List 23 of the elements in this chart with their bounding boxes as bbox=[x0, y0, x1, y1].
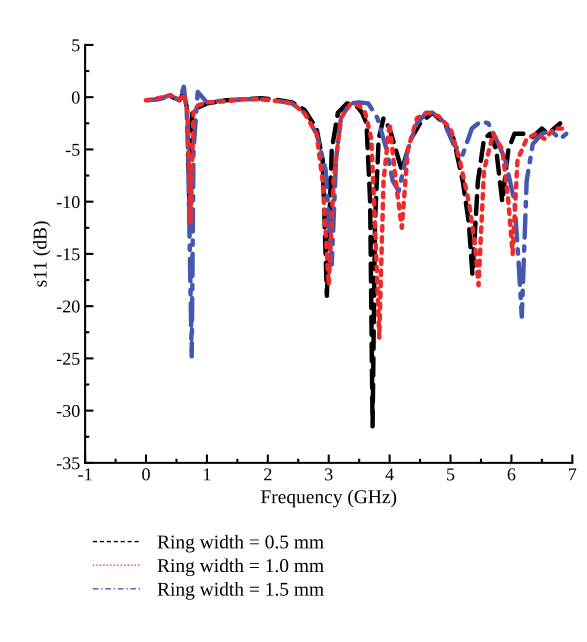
legend-label: Ring width = 0.5 mm bbox=[158, 534, 324, 553]
x-tick-label: 0 bbox=[142, 468, 150, 480]
y-tick-label: 5 bbox=[72, 39, 80, 52]
x-tick-label: 6 bbox=[508, 468, 516, 480]
y-tick-label: -35 bbox=[56, 457, 80, 470]
y-tick-label: -25 bbox=[56, 352, 80, 365]
y-tick-label: -5 bbox=[66, 144, 80, 156]
x-tick-label: 7 bbox=[569, 468, 576, 480]
x-tick-label: 2 bbox=[264, 468, 272, 480]
y-tick-label: -10 bbox=[56, 196, 80, 208]
x-tick-label: -1 bbox=[78, 468, 92, 480]
y-tick-label: -20 bbox=[56, 300, 80, 313]
x-axis-title: Frequency (GHz) bbox=[260, 490, 396, 508]
x-tick-label: 5 bbox=[447, 468, 454, 480]
y-tick-label: -15 bbox=[56, 248, 80, 260]
y-tick-label: -30 bbox=[56, 404, 80, 418]
x-tick-label: 1 bbox=[204, 468, 210, 480]
legend-label: Ring width = 1.5 mm bbox=[158, 582, 324, 600]
x-tick-label: 4 bbox=[385, 468, 394, 480]
y-tick-label: 0 bbox=[72, 91, 80, 104]
legend-label: Ring width = 1.0 mm bbox=[158, 558, 324, 576]
y-axis-title: s11 (dB) bbox=[32, 221, 51, 287]
x-tick-label: 3 bbox=[325, 468, 333, 480]
